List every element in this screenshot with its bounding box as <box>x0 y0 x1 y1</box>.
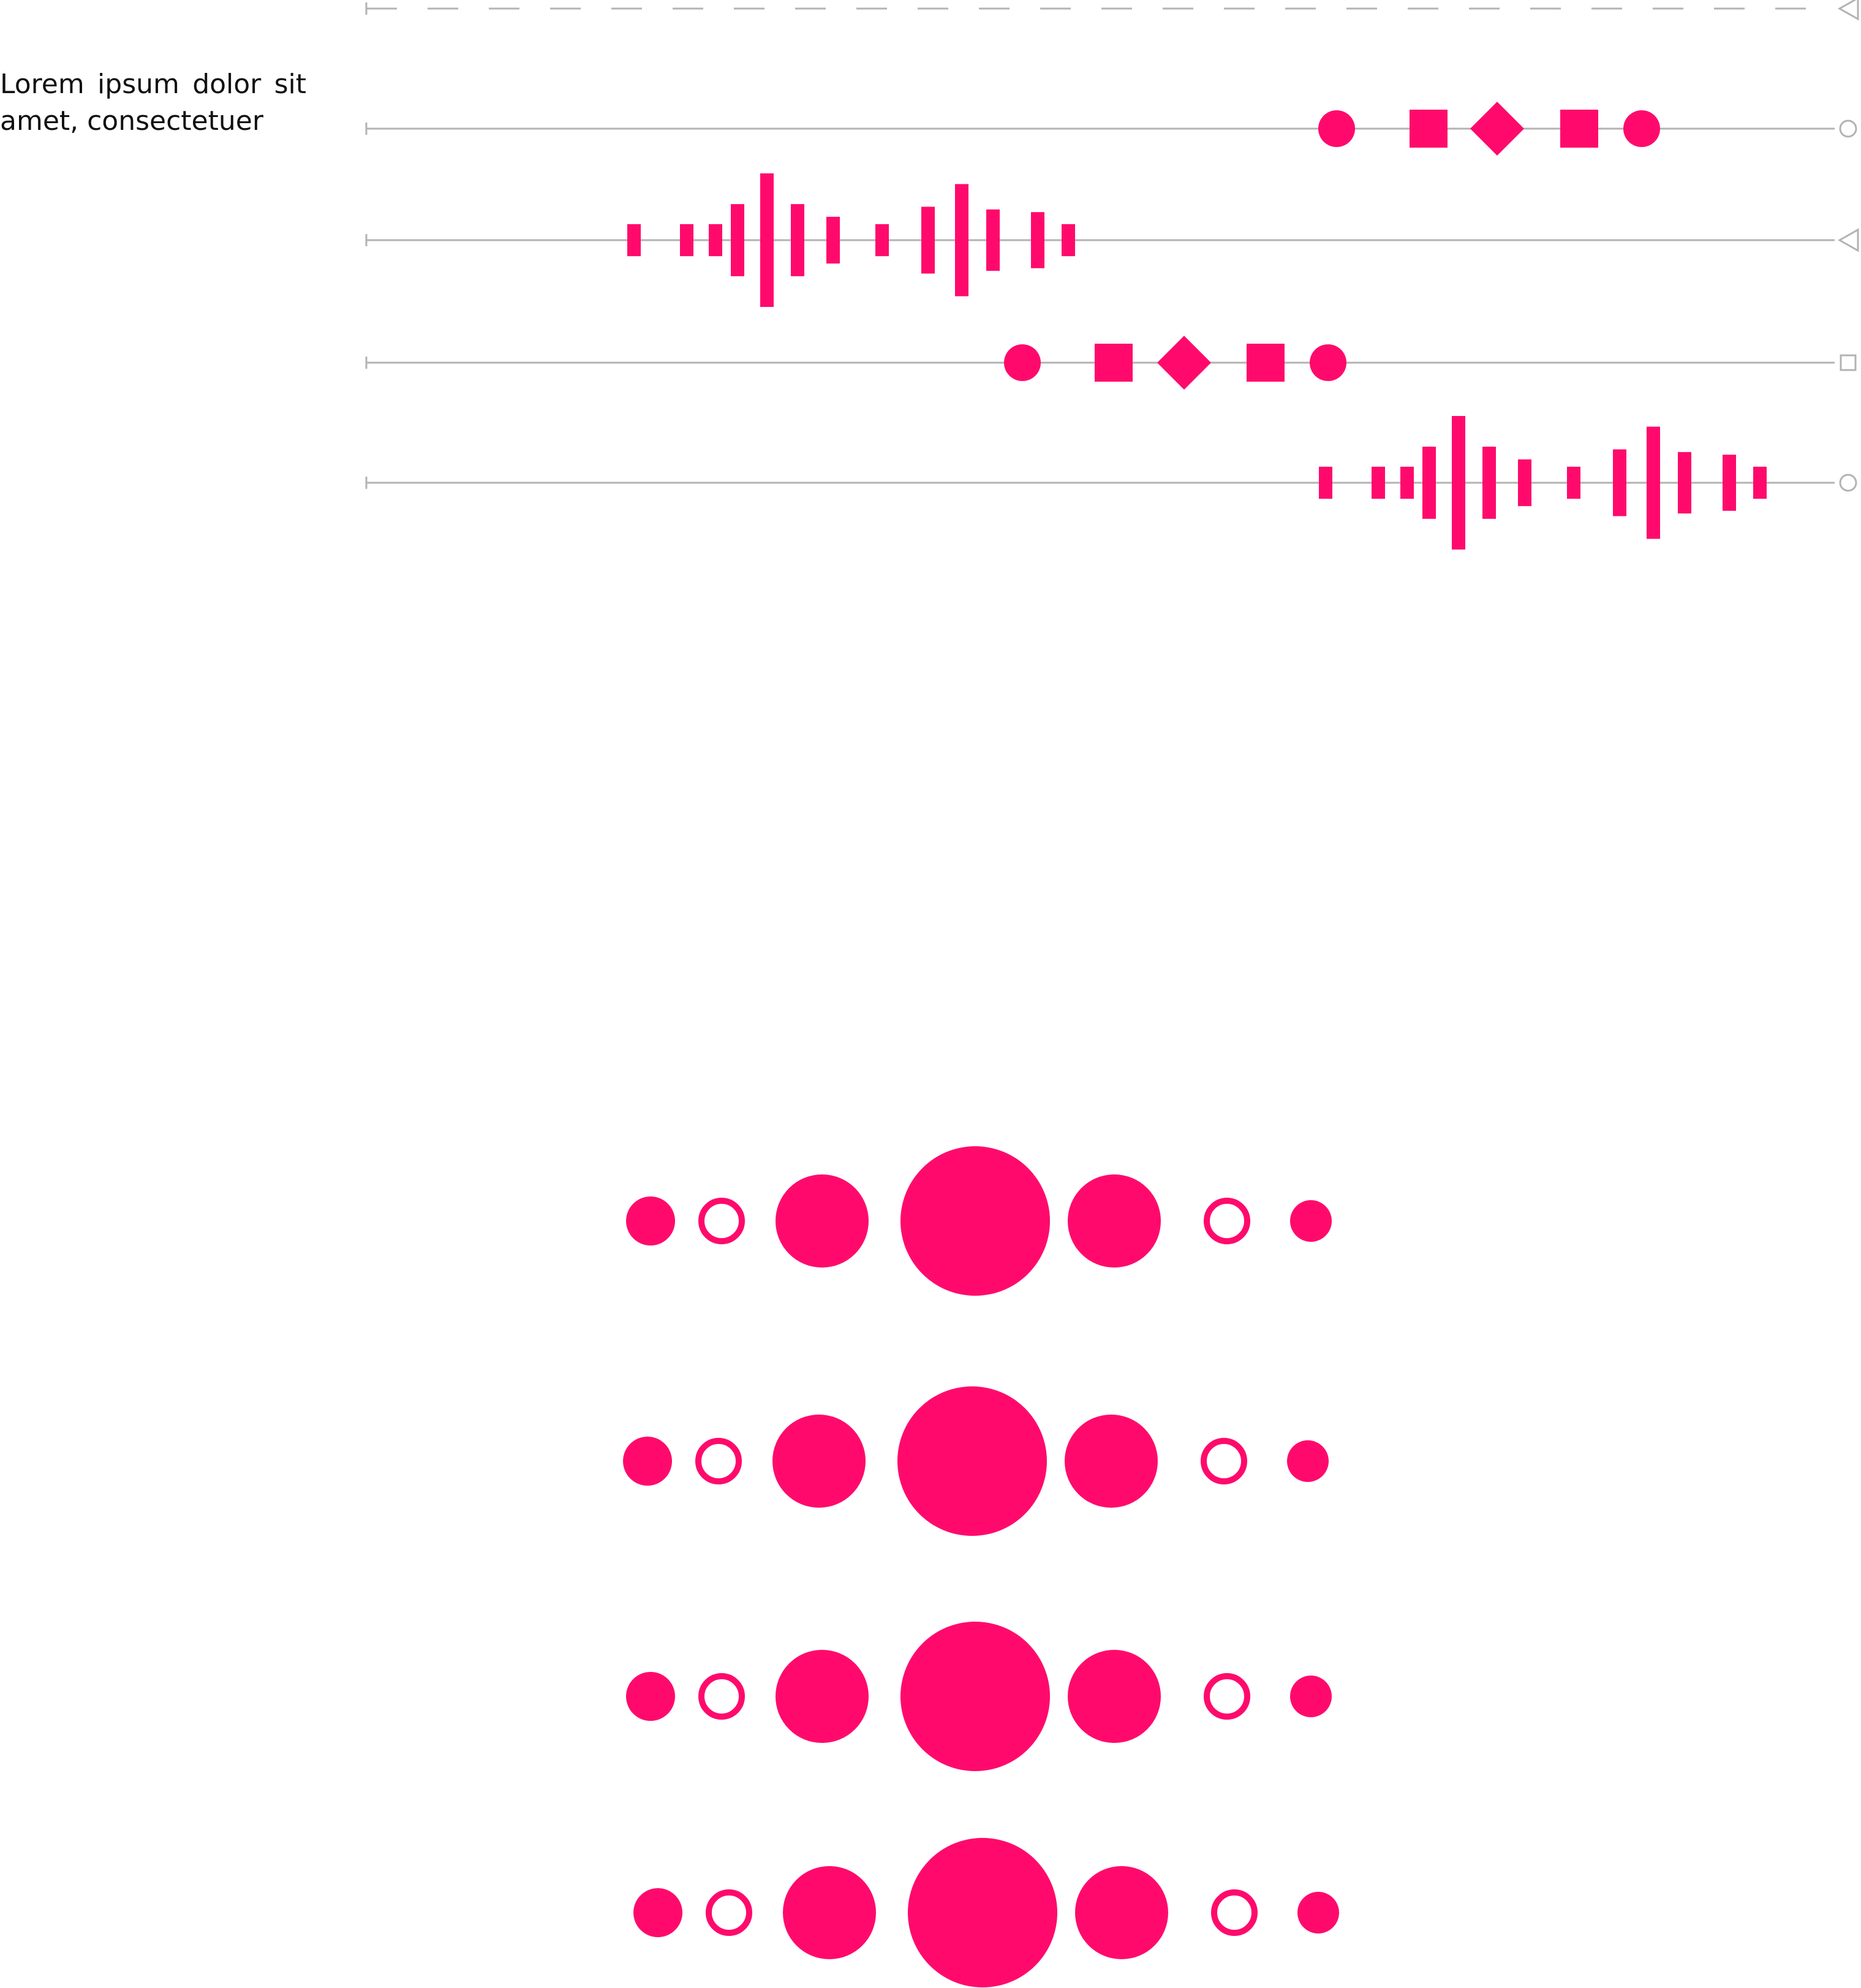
track-4-waveform-bar <box>1482 447 1496 519</box>
grid-row-2-solid-circle <box>1065 1415 1158 1508</box>
track-2-waveform-bar <box>709 224 722 257</box>
grid-row-1-solid-circle <box>1068 1174 1161 1268</box>
track-1-square-marker <box>1560 110 1598 148</box>
track-4-waveform-bar <box>1452 416 1465 550</box>
track-2-waveform-bar <box>1062 224 1075 257</box>
circle-grid <box>623 1146 1339 1987</box>
track-2-waveform-bar <box>955 184 968 297</box>
track-4-waveform-bar <box>1372 466 1385 499</box>
track-2-waveform-bar <box>680 224 693 257</box>
grid-row-4-solid-circle <box>1297 1892 1339 1933</box>
track-3-circle-marker <box>1004 344 1041 381</box>
track-2-waveform-bar <box>921 206 935 274</box>
track-1-diamond-marker <box>1470 102 1524 156</box>
grid-row-2-outline-circle <box>695 1438 742 1484</box>
grid-row-4-outline-circle <box>706 1889 752 1936</box>
grid-row-1-solid-circle <box>776 1174 869 1268</box>
track-3-circle-marker <box>1310 344 1346 381</box>
track-4-waveform-bar <box>1518 459 1531 507</box>
grid-row-2-solid-circle <box>623 1437 672 1486</box>
caption-line-2: amet, consectetuer <box>0 105 263 137</box>
grid-row-1-outline-circle <box>1204 1198 1250 1244</box>
track-2-waveform-bar <box>731 204 744 276</box>
grid-row-3-outline-circle <box>698 1673 745 1720</box>
grid-row-4-outline-circle <box>1211 1889 1258 1936</box>
grid-row-2-solid-circle <box>772 1415 866 1508</box>
track-4-waveform-bar <box>1319 466 1332 499</box>
track-3-square-marker <box>1095 344 1133 382</box>
track-2-waveform-bar <box>1031 212 1044 268</box>
grid-row-3-solid-circle <box>900 1622 1050 1771</box>
grid-row-3-solid-circle <box>1068 1650 1161 1743</box>
grid-row-1-solid-circle <box>900 1146 1050 1296</box>
track-3-square-marker <box>1247 344 1285 382</box>
track-4-waveform-bar <box>1567 466 1580 499</box>
grid-row-3-solid-circle <box>1290 1676 1332 1717</box>
grid-row-3-solid-circle <box>626 1672 675 1721</box>
track-3-end-square-marker <box>1840 354 1857 371</box>
dashed-guide-end-triangle-marker <box>1837 0 1859 21</box>
track-2-waveform-bar <box>826 216 840 264</box>
grid-row-1-solid-circle <box>1290 1200 1332 1242</box>
track-2-end-triangle-marker <box>1837 228 1859 252</box>
grid-row-2-outline-circle <box>1201 1438 1247 1484</box>
track-4-waveform-bar <box>1613 449 1626 516</box>
track-2-waveform-bar <box>791 204 804 276</box>
track-3-diamond-marker <box>1157 336 1211 390</box>
track-4-waveform-bar <box>1723 455 1736 511</box>
track-4-waveform-bar <box>1678 452 1691 514</box>
track-2-waveform-bar <box>875 224 889 257</box>
track-4-end-circle-marker <box>1839 474 1857 492</box>
caption-text: Lorem ipsum dolor sit amet, consectetuer <box>0 66 306 140</box>
grid-row-3-outline-circle <box>1204 1673 1250 1720</box>
grid-row-1-outline-circle <box>698 1198 745 1244</box>
track-1-square-marker <box>1410 110 1448 148</box>
track-2-waveform-bar <box>627 224 641 257</box>
grid-row-4-solid-circle <box>633 1888 682 1937</box>
grid-row-3-solid-circle <box>776 1650 869 1743</box>
caption-line-1: Lorem ipsum dolor sit <box>0 69 306 100</box>
markers-layer <box>627 102 1767 550</box>
grid-row-2-solid-circle <box>1287 1440 1329 1482</box>
grid-row-4-solid-circle <box>783 1866 876 1959</box>
track-4-waveform-bar <box>1400 466 1414 499</box>
grid-row-2-solid-circle <box>897 1386 1047 1536</box>
track-1-circle-marker <box>1623 110 1660 147</box>
track-4-waveform-bar <box>1753 466 1767 499</box>
grid-row-4-solid-circle <box>908 1838 1057 1987</box>
track-4-waveform-bar <box>1422 447 1436 519</box>
grid-row-4-solid-circle <box>1075 1866 1168 1959</box>
track-2-waveform-bar <box>986 209 1000 271</box>
tracks-layer <box>365 0 1859 492</box>
track-1-circle-marker <box>1318 110 1355 147</box>
grid-row-1-solid-circle <box>626 1196 675 1245</box>
track-4-waveform-bar <box>1647 426 1660 539</box>
track-1-end-circle-marker <box>1839 119 1857 138</box>
track-2-waveform-bar <box>760 173 774 307</box>
